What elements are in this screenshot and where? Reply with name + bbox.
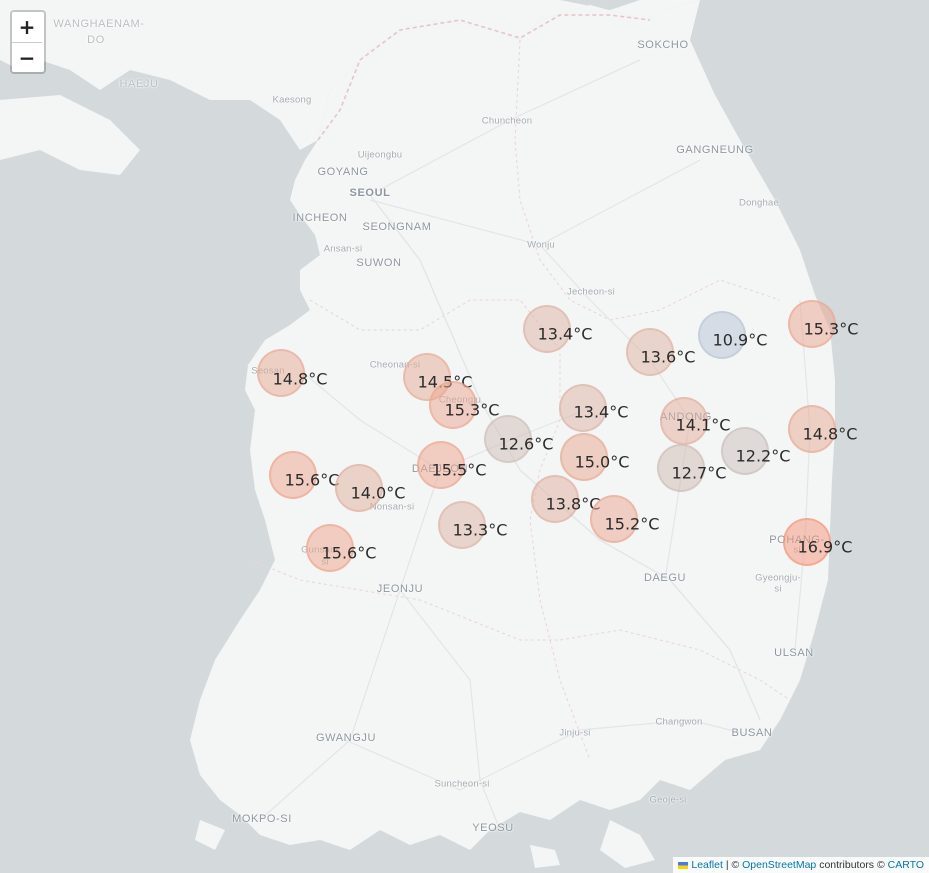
carto-link[interactable]: CARTO (887, 859, 924, 871)
temperature-circle-marker[interactable] (560, 433, 608, 481)
place-label: Jinju-si (559, 727, 591, 739)
temperature-circle-marker[interactable] (657, 444, 705, 492)
openstreetmap-link[interactable]: OpenStreetMap (742, 859, 817, 871)
place-label: Uijeongbu (357, 149, 403, 161)
temperature-circle-marker[interactable] (531, 475, 579, 523)
zoom-out-button[interactable]: − (12, 42, 42, 72)
zoom-in-button[interactable]: + (12, 12, 42, 42)
province-border-4 (559, 629, 791, 701)
place-label: DO (87, 34, 105, 46)
island-jeju-strait (600, 820, 655, 868)
place-label: Gyeongju- (755, 572, 801, 584)
place-label: ULSAN (774, 647, 814, 659)
temperature-circle-marker[interactable] (335, 464, 383, 512)
place-label: Changwon (655, 716, 703, 728)
temperature-circle-marker[interactable] (429, 381, 477, 429)
temperature-circle-marker[interactable] (438, 501, 486, 549)
islands-west (0, 95, 140, 175)
ukraine-flag-icon (678, 861, 689, 869)
island-small-1 (530, 845, 560, 868)
province-border-1 (514, 39, 781, 321)
temperature-circle-marker[interactable] (484, 415, 532, 463)
temperature-circle-marker[interactable] (306, 524, 354, 572)
temperature-circle-marker[interactable] (523, 305, 571, 353)
place-label: YEOSU (472, 822, 514, 834)
leaflet-link[interactable]: Leaflet (691, 859, 723, 871)
temperature-circle-marker[interactable] (590, 495, 638, 543)
temperature-circle-marker[interactable] (660, 397, 708, 445)
temperature-circle-marker[interactable] (788, 300, 836, 348)
north-korea-land (0, 0, 929, 150)
place-label: Ansan-si (323, 243, 363, 255)
temperature-circle-marker[interactable] (417, 441, 465, 489)
province-border-2 (309, 299, 591, 761)
road-6 (344, 719, 751, 791)
place-label: si (774, 583, 782, 595)
attribution-contributors: contributors © (819, 859, 885, 871)
place-label: Wonju (527, 239, 555, 251)
place-label: DAEGU (643, 572, 687, 584)
place-label: Donghae (739, 197, 779, 209)
map-attribution: Leaflet | © OpenStreetMap contributors ©… (673, 857, 929, 873)
place-label: WANGHAENAM- (53, 18, 145, 30)
place-label: Chuncheon (481, 115, 533, 127)
place-label: Nonsan-si (369, 501, 415, 513)
temperature-circle-marker[interactable] (788, 405, 836, 453)
place-label: GWANGJU (315, 732, 377, 744)
place-label: Cheonan-si (369, 359, 421, 371)
temperature-circle-marker[interactable] (257, 349, 305, 397)
temperature-circle-marker[interactable] (698, 311, 746, 359)
island-small-2 (195, 820, 225, 850)
border-dmz (317, 14, 651, 141)
place-label: BUSAN (731, 727, 773, 739)
road-1 (369, 194, 761, 721)
temperature-circle-marker[interactable] (269, 451, 317, 499)
place-label: HAEJU (119, 78, 159, 90)
place-label: Jecheon-si (567, 286, 615, 298)
place-label: JEONJU (376, 583, 424, 595)
road-5 (399, 589, 501, 831)
road-2 (369, 59, 641, 196)
place-label: SOKCHO (637, 39, 689, 51)
temperature-circle-marker[interactable] (721, 427, 769, 475)
place-label: Geoje-si (649, 794, 687, 806)
place-label: SUWON (356, 257, 402, 269)
temperature-circle-marker[interactable] (559, 384, 607, 432)
attribution-separator: | © (725, 859, 740, 871)
province-border-3 (249, 559, 560, 641)
place-label: INCHEON (292, 212, 348, 224)
place-label: SEONGNAM (362, 221, 432, 233)
road-9 (794, 299, 811, 651)
zoom-control: + − (10, 10, 46, 74)
place-label: Kaesong (272, 94, 312, 106)
temperature-circle-marker[interactable] (783, 518, 831, 566)
place-label: MOKPO-SI (232, 813, 292, 825)
place-label: SEOUL (349, 187, 391, 199)
temperature-circle-marker[interactable] (626, 328, 674, 376)
temperature-circle-marker[interactable] (403, 353, 451, 401)
place-label: GOYANG (317, 166, 369, 178)
place-label: Suncheon-si (434, 778, 490, 790)
place-label: GANGNEUNG (676, 144, 754, 156)
road-4 (259, 469, 441, 821)
